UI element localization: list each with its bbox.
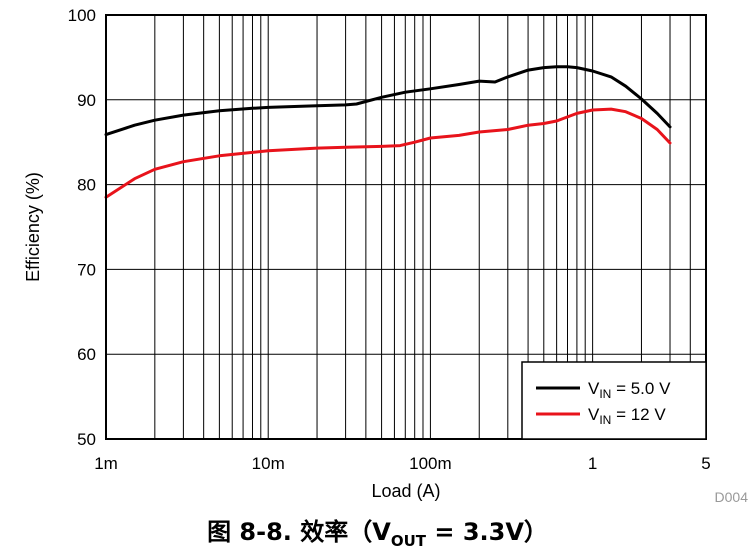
x-tick-label-1: 10m (252, 454, 285, 473)
legend-label-main: V (588, 379, 600, 398)
x-tick-label-2: 100m (409, 454, 452, 473)
series-line-0 (104, 65, 672, 137)
y-tick-label-1: 60 (77, 345, 96, 364)
series-line-1 (104, 107, 672, 199)
series-layer (104, 65, 672, 199)
legend-box (521, 361, 707, 440)
plot-frame (105, 14, 707, 440)
x-axis-label: Load (A) (371, 481, 440, 501)
efficiency-chart: 1m 10m 100m 1 5 50 60 70 80 90 100 Load (A) Effic… (23, 6, 749, 505)
figure-id: D004 (715, 489, 749, 505)
x-tick-label-3: 1 (588, 454, 597, 473)
y-tick-label-5: 100 (68, 6, 96, 25)
caption-subscript: OUT (390, 531, 426, 550)
x-tick-labels: 1m 10m 100m 1 5 (94, 454, 711, 473)
y-tick-label-4: 90 (77, 91, 96, 110)
y-tick-label-2: 70 (77, 260, 96, 279)
caption-prefix: 图 8-8. 效率（V (207, 518, 391, 546)
x-tick-label-4: 5 (701, 454, 710, 473)
figure-caption: 图 8-8. 效率（VOUT = 3.3V） (0, 512, 755, 550)
legend-label-0: VIN = 5.0 V (588, 379, 671, 401)
legend-label-sub: IN (599, 387, 611, 401)
legend-label-1: VIN = 12 V (588, 405, 666, 427)
legend-label-sub: IN (599, 413, 611, 427)
caption-suffix: = 3.3V） (426, 518, 548, 546)
y-tick-label-3: 80 (77, 176, 96, 195)
x-tick-label-0: 1m (94, 454, 118, 473)
y-axis-label: Efficiency (%) (23, 172, 43, 282)
legend-label-rest: = 12 V (611, 405, 666, 424)
y-tick-label-0: 50 (77, 430, 96, 449)
legend-label-rest: = 5.0 V (611, 379, 671, 398)
legend-label-main: V (588, 405, 600, 424)
y-tick-labels: 50 60 70 80 90 100 (68, 6, 96, 449)
